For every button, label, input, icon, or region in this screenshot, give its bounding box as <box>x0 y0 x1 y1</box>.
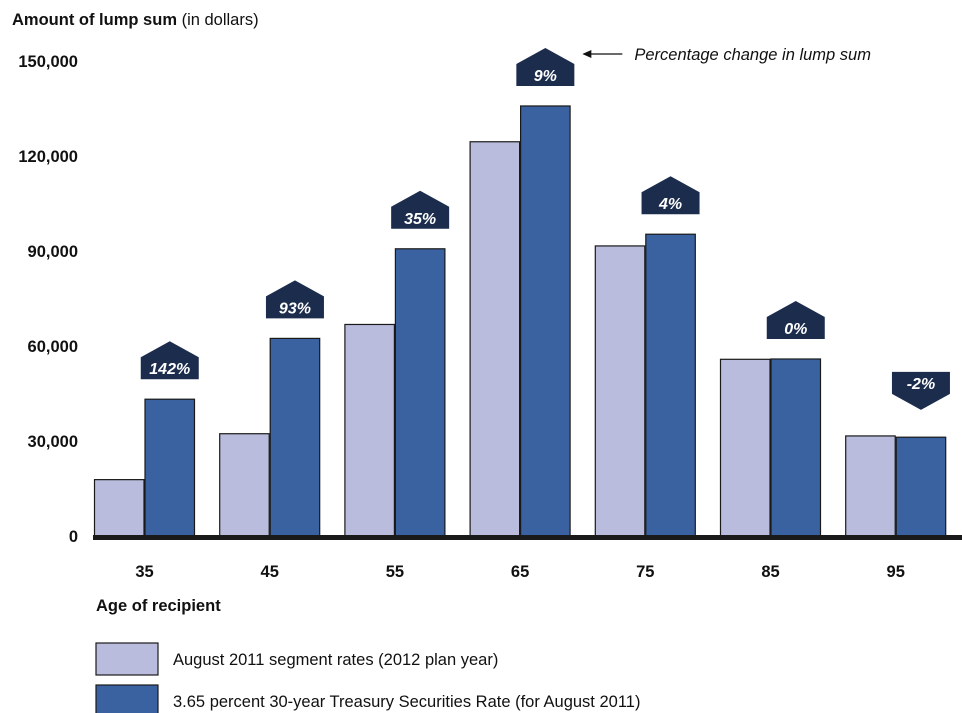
bar <box>594 245 646 537</box>
x-axis-baseline <box>93 535 962 540</box>
x-tick-label: 55 <box>386 563 404 581</box>
chart-title: Amount of lump sum (in dollars) <box>12 11 259 29</box>
bar <box>895 436 947 537</box>
up-arrow-icon <box>766 300 825 339</box>
legend-swatch <box>95 642 159 676</box>
bar <box>770 358 822 537</box>
up-arrow-icon <box>265 280 324 319</box>
annotation-arrowhead-icon <box>582 50 592 58</box>
legend-swatch <box>95 684 159 713</box>
percent-change-label: 9% <box>534 68 557 85</box>
up-arrow-icon <box>140 341 199 380</box>
bar <box>93 479 145 537</box>
up-arrow-icon <box>641 176 700 215</box>
x-tick-label: 95 <box>887 563 905 581</box>
y-tick-label: 60,000 <box>28 338 78 356</box>
legend-label: August 2011 segment rates (2012 plan yea… <box>173 651 498 669</box>
y-tick-label: 90,000 <box>28 243 78 261</box>
x-tick-label: 65 <box>511 563 529 581</box>
percent-change-label: 93% <box>279 300 311 317</box>
bar <box>519 105 571 537</box>
bar <box>719 358 771 537</box>
bar <box>845 435 896 537</box>
y-tick-label: 30,000 <box>28 433 78 451</box>
up-arrow-icon <box>391 190 450 229</box>
bar <box>469 141 521 537</box>
bar <box>144 398 196 537</box>
percent-change-label: -2% <box>907 376 935 393</box>
legend: August 2011 segment rates (2012 plan yea… <box>95 642 640 713</box>
x-axis-tick-labels: 35 45 55 65 75 85 95 <box>135 563 905 581</box>
bar <box>645 233 696 537</box>
annotation-text: Percentage change in lump sum <box>634 46 871 64</box>
x-tick-label: 35 <box>135 563 153 581</box>
percent-change-label: 4% <box>658 196 682 213</box>
bar <box>394 248 446 537</box>
up-arrow-icon <box>516 47 575 86</box>
bar <box>269 337 321 537</box>
y-axis-tick-labels: 0 30,000 60,000 90,000 120,000 150,000 <box>18 53 78 546</box>
x-tick-label: 75 <box>636 563 654 581</box>
percent-change-label: 35% <box>404 211 436 228</box>
legend-label: 3.65 percent 30-year Treasury Securities… <box>173 693 640 711</box>
x-axis-label: Age of recipient <box>96 597 221 615</box>
bar <box>219 433 270 537</box>
percent-change-label: 142% <box>149 361 190 378</box>
bars-group <box>93 105 947 537</box>
y-tick-label: 150,000 <box>18 53 78 71</box>
percent-change-label: 0% <box>784 321 807 338</box>
y-tick-label: 0 <box>69 528 78 546</box>
x-tick-label: 85 <box>761 563 779 581</box>
x-tick-label: 45 <box>261 563 279 581</box>
y-tick-label: 120,000 <box>18 148 78 166</box>
percent-change-arrows: 142% 93% 35% 9% 4% 0% -2% <box>140 47 950 410</box>
bar <box>344 323 395 537</box>
down-arrow-icon <box>891 371 950 410</box>
annotation-group: Percentage change in lump sum <box>582 46 871 64</box>
